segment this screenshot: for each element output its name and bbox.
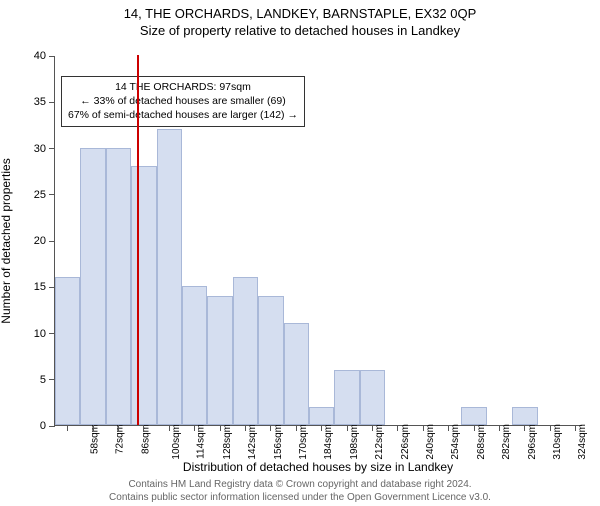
y-tick-label: 40 <box>34 50 55 62</box>
histogram-bar <box>80 148 105 426</box>
chart-title-address: 14, THE ORCHARDS, LANDKEY, BARNSTAPLE, E… <box>0 6 600 21</box>
x-tick-label: 142sqm <box>247 424 258 460</box>
x-tick-label: 268sqm <box>476 424 487 460</box>
y-tick-label: 5 <box>40 374 55 386</box>
y-tick-label: 35 <box>34 96 55 108</box>
y-tick-label: 30 <box>34 143 55 155</box>
histogram-bar <box>207 296 232 426</box>
y-tick-label: 25 <box>34 189 55 201</box>
x-tick-label: 296sqm <box>527 424 538 460</box>
x-tick-label: 58sqm <box>89 424 100 454</box>
histogram-bar <box>309 407 334 426</box>
x-tick-label: 198sqm <box>349 424 360 460</box>
histogram-chart: 14 THE ORCHARDS: 97sqm ← 33% of detached… <box>54 56 582 426</box>
x-tick <box>474 425 475 431</box>
x-tick-label: 310sqm <box>552 424 563 460</box>
x-tick-label: 324sqm <box>577 424 588 460</box>
y-tick-label: 15 <box>34 281 55 293</box>
histogram-bar <box>360 370 385 426</box>
x-tick <box>423 425 424 431</box>
x-tick-label: 240sqm <box>425 424 436 460</box>
x-tick <box>270 425 271 431</box>
y-tick-label: 20 <box>34 235 55 247</box>
footer-line-1: Contains HM Land Registry data © Crown c… <box>0 478 600 491</box>
x-tick <box>93 425 94 431</box>
x-tick <box>169 425 170 431</box>
x-tick-label: 282sqm <box>501 424 512 460</box>
x-tick <box>347 425 348 431</box>
annotation-line-2: ← 33% of detached houses are smaller (69… <box>68 94 298 108</box>
footer-line-2: Contains public sector information licen… <box>0 491 600 504</box>
histogram-bar <box>182 286 207 425</box>
x-tick-label: 86sqm <box>140 424 151 454</box>
histogram-bar <box>284 323 309 425</box>
x-tick-label: 156sqm <box>273 424 284 460</box>
x-tick <box>524 425 525 431</box>
x-tick <box>220 425 221 431</box>
x-axis-label: Distribution of detached houses by size … <box>54 460 582 474</box>
x-tick <box>143 425 144 431</box>
x-tick <box>194 425 195 431</box>
annotation-box: 14 THE ORCHARDS: 97sqm ← 33% of detached… <box>61 76 305 127</box>
histogram-bar <box>334 370 359 426</box>
histogram-bar <box>106 148 131 426</box>
reference-line <box>137 55 139 425</box>
x-tick <box>448 425 449 431</box>
footer-attribution: Contains HM Land Registry data © Crown c… <box>0 478 600 504</box>
x-tick <box>67 425 68 431</box>
x-tick <box>499 425 500 431</box>
x-tick-label: 226sqm <box>400 424 411 460</box>
x-tick-label: 170sqm <box>298 424 309 460</box>
x-tick <box>118 425 119 431</box>
x-tick-label: 100sqm <box>171 424 182 460</box>
histogram-bar <box>131 166 156 425</box>
x-tick-label: 184sqm <box>323 424 334 460</box>
plot-area: 14 THE ORCHARDS: 97sqm ← 33% of detached… <box>54 56 582 426</box>
histogram-bar <box>157 129 182 425</box>
histogram-bar <box>55 277 80 425</box>
x-tick-label: 128sqm <box>222 424 233 460</box>
histogram-bar <box>233 277 258 425</box>
x-tick <box>550 425 551 431</box>
x-tick <box>245 425 246 431</box>
annotation-line-3: 67% of semi-detached houses are larger (… <box>68 108 298 122</box>
x-tick <box>397 425 398 431</box>
x-tick-label: 72sqm <box>115 424 126 454</box>
x-tick-label: 212sqm <box>374 424 385 460</box>
histogram-bar <box>258 296 283 426</box>
y-tick-label: 10 <box>34 328 55 340</box>
chart-subtitle: Size of property relative to detached ho… <box>0 23 600 38</box>
x-tick <box>296 425 297 431</box>
x-tick-label: 114sqm <box>196 424 207 459</box>
x-tick <box>575 425 576 431</box>
histogram-bar <box>512 407 537 426</box>
y-tick-label: 0 <box>40 420 55 432</box>
annotation-line-1: 14 THE ORCHARDS: 97sqm <box>68 80 298 94</box>
y-axis-label: Number of detached properties <box>0 158 13 323</box>
x-tick <box>321 425 322 431</box>
x-tick-label: 254sqm <box>450 424 461 460</box>
x-tick <box>372 425 373 431</box>
histogram-bar <box>461 407 486 426</box>
